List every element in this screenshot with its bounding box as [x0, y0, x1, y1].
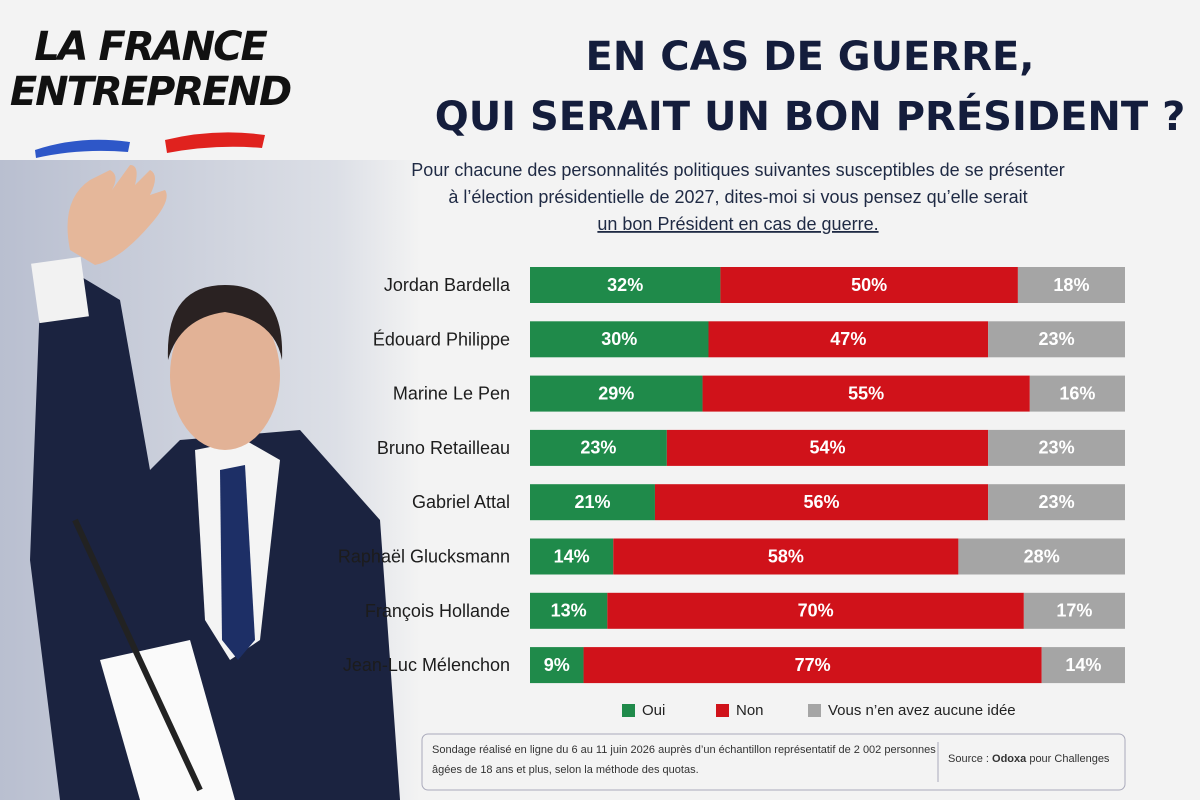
- bar-segment: [958, 538, 1125, 575]
- legend-swatch: [716, 704, 729, 717]
- bar-segment: [1023, 592, 1125, 629]
- logo-line: LA FRANCE: [34, 24, 267, 70]
- value-label: 9%: [544, 655, 570, 675]
- bar-segment: [1041, 647, 1125, 684]
- subtitle-line: à l’élection présidentielle de 2027, dit…: [448, 187, 1027, 207]
- bar-segment: [702, 375, 1030, 412]
- photo-figure: [30, 165, 400, 800]
- bar-segment: [708, 321, 989, 358]
- category-label: Gabriel Attal: [412, 492, 510, 512]
- legend-label: Non: [736, 702, 764, 719]
- subtitle-line: Pour chacune des personnalités politique…: [411, 160, 1064, 180]
- subtitle-emphasis: un bon Président en cas de guerre.: [597, 214, 878, 234]
- category-label: François Hollande: [365, 601, 510, 621]
- bar-segment: [530, 321, 709, 358]
- chart: Jordan Bardella 32% 50% 18% Édouard Philippe…: [338, 267, 1125, 719]
- value-label: 58%: [768, 546, 804, 566]
- bar-segment: [988, 429, 1125, 466]
- value-label: 50%: [851, 275, 887, 295]
- category-label: Jean-Luc Mélenchon: [343, 655, 510, 675]
- bar-segment: [720, 267, 1018, 303]
- legend-label: Vous n’en avez aucune idée: [828, 702, 1016, 719]
- bar-segment: [530, 484, 655, 521]
- title-line: EN CAS DE GUERRE,: [586, 34, 1035, 80]
- value-label: 17%: [1056, 601, 1092, 621]
- bar-segment: [666, 429, 989, 466]
- category-label: Marine Le Pen: [393, 384, 510, 404]
- value-label: 30%: [601, 329, 637, 349]
- bar-segment: [530, 429, 667, 466]
- bar-segment: [988, 484, 1125, 521]
- source: Source : Odoxa pour Challenges: [948, 753, 1110, 765]
- bar-segment: [1029, 375, 1125, 412]
- legend-label: Oui: [642, 702, 665, 719]
- value-label: 28%: [1024, 546, 1060, 566]
- value-label: 29%: [598, 383, 634, 403]
- value-label: 18%: [1053, 275, 1089, 295]
- bar-segment: [530, 538, 614, 575]
- bar-segment: [1017, 267, 1125, 303]
- bar-segment: [654, 484, 989, 521]
- bar-segment: [583, 647, 1042, 684]
- category-label: Jordan Bardella: [384, 275, 511, 295]
- title-line: QUI SERAIT UN BON PRÉSIDENT ?: [435, 92, 1186, 140]
- category-label: Bruno Retailleau: [377, 438, 510, 458]
- bar-segment: [530, 267, 721, 303]
- value-label: 47%: [830, 329, 866, 349]
- value-label: 21%: [574, 492, 610, 512]
- value-label: 77%: [795, 655, 831, 675]
- bar-segment: [530, 592, 608, 629]
- value-label: 54%: [809, 438, 845, 458]
- source-label: Source :: [948, 753, 992, 765]
- value-label: 55%: [848, 383, 884, 403]
- legend-swatch: [808, 704, 821, 717]
- source-suffix: pour Challenges: [1026, 753, 1110, 765]
- logo-line: ENTREPREND: [10, 69, 291, 115]
- value-label: 23%: [1039, 438, 1075, 458]
- value-label: 23%: [1039, 329, 1075, 349]
- legend-swatch: [622, 704, 635, 717]
- value-label: 56%: [804, 492, 840, 512]
- value-label: 14%: [554, 546, 590, 566]
- footer-box: [421, 733, 1126, 791]
- bar-segment: [988, 321, 1125, 358]
- bar-segment: [607, 592, 1024, 629]
- value-label: 70%: [798, 601, 834, 621]
- value-label: 23%: [580, 438, 616, 458]
- bar-segment: [530, 375, 703, 412]
- value-label: 32%: [607, 275, 643, 295]
- logo: LA FRANCE ENTREPREND: [10, 24, 293, 158]
- bar-segment: [613, 538, 959, 575]
- value-label: 16%: [1059, 383, 1095, 403]
- bar-segment: [530, 647, 584, 684]
- category-label: Édouard Philippe: [373, 329, 510, 349]
- value-label: 13%: [551, 601, 587, 621]
- category-label: Raphaël Glucksmann: [338, 547, 510, 567]
- note-line: âgées de 18 ans et plus, selon la méthod…: [432, 764, 699, 776]
- note-line: Sondage réalisé en ligne du 6 au 11 juin…: [432, 744, 936, 756]
- value-label: 14%: [1065, 655, 1101, 675]
- value-label: 23%: [1039, 492, 1075, 512]
- source-name: Odoxa: [992, 753, 1027, 765]
